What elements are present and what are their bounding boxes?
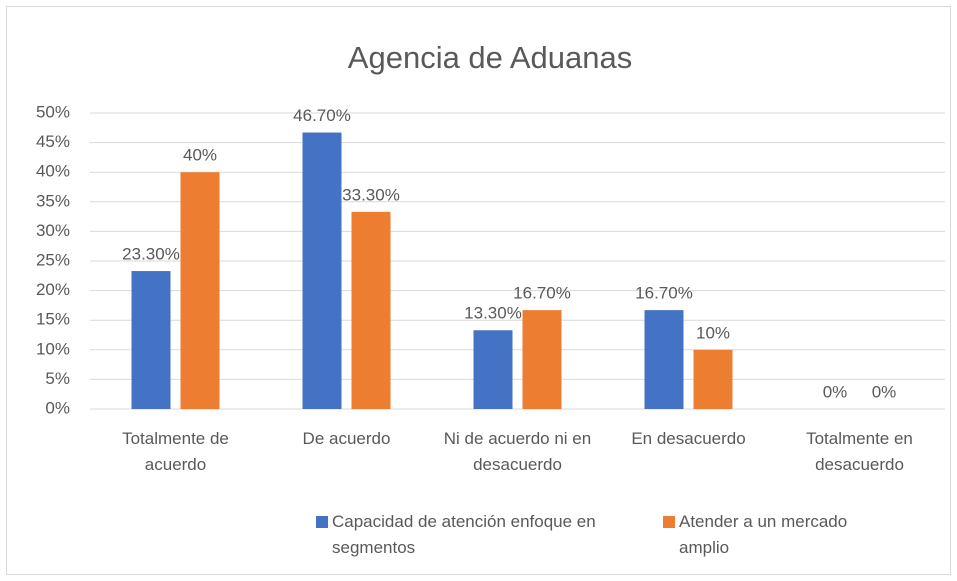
y-tick-label: 30% bbox=[36, 221, 70, 240]
legend-swatch bbox=[316, 516, 328, 528]
y-tick-label: 25% bbox=[36, 250, 70, 269]
bar bbox=[473, 330, 513, 409]
legend-swatch bbox=[663, 516, 675, 528]
data-label: 16.70% bbox=[513, 284, 571, 303]
bar bbox=[351, 211, 391, 409]
y-tick-label: 0% bbox=[45, 398, 70, 417]
y-tick-label: 50% bbox=[36, 102, 70, 121]
chart-border bbox=[6, 6, 951, 575]
y-tick-label: 35% bbox=[36, 191, 70, 210]
y-tick-label: 5% bbox=[45, 369, 70, 388]
x-tick-label: Totalmente en desacuerdo bbox=[806, 429, 913, 474]
data-label: 23.30% bbox=[122, 245, 180, 264]
bar bbox=[131, 271, 171, 409]
y-tick-label: 15% bbox=[36, 310, 70, 329]
y-tick-label: 45% bbox=[36, 132, 70, 151]
data-label: 10% bbox=[696, 323, 730, 342]
y-tick-label: 10% bbox=[36, 339, 70, 358]
chart-title: Agencia de Aduanas bbox=[348, 40, 632, 75]
y-tick-label: 40% bbox=[36, 162, 70, 181]
bar bbox=[522, 310, 562, 409]
x-tick-label: Ni de acuerdo ni en desacuerdo bbox=[443, 429, 592, 474]
x-tick-label: En desacuerdo bbox=[631, 429, 746, 448]
data-label: 13.30% bbox=[464, 304, 522, 323]
legend-label: Atender a un mercado amplio bbox=[679, 512, 848, 557]
data-label: 0% bbox=[823, 382, 848, 401]
data-label: 40% bbox=[183, 146, 217, 165]
y-tick-label: 20% bbox=[36, 280, 70, 299]
legend-label: Capacidad de atención enfoque en segment… bbox=[332, 512, 596, 557]
bar bbox=[180, 172, 220, 409]
data-label: 33.30% bbox=[342, 185, 400, 204]
data-label: 16.70% bbox=[635, 284, 693, 303]
data-label: 46.70% bbox=[293, 106, 351, 125]
bar bbox=[693, 349, 733, 409]
x-tick-label: Totalmente de acuerdo bbox=[122, 429, 229, 474]
x-tick-label: De acuerdo bbox=[302, 429, 391, 448]
bar bbox=[302, 132, 342, 409]
data-label: 0% bbox=[872, 382, 897, 401]
bar bbox=[644, 310, 684, 409]
